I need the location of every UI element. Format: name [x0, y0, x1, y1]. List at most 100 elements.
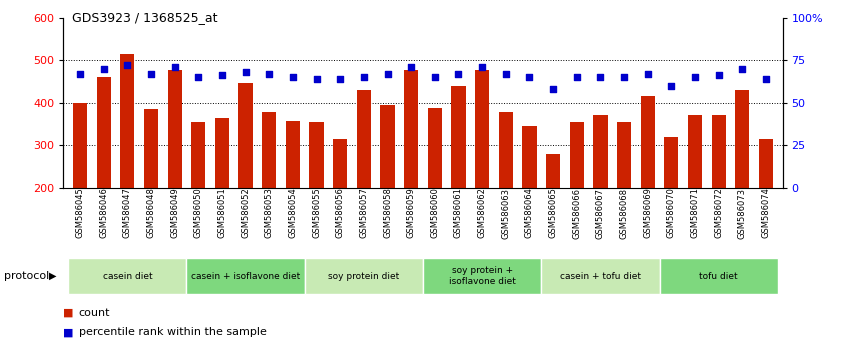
Text: GSM586059: GSM586059	[407, 188, 415, 238]
Point	[547, 86, 560, 92]
Text: GSM586061: GSM586061	[454, 188, 463, 239]
Bar	[522, 126, 536, 188]
Point	[74, 71, 87, 76]
Point	[357, 74, 371, 80]
Point	[712, 73, 726, 78]
Bar	[423, 258, 541, 294]
Text: casein diet: casein diet	[102, 272, 152, 281]
Text: GSM586045: GSM586045	[75, 188, 85, 238]
Bar	[428, 108, 442, 188]
Text: GDS3923 / 1368525_at: GDS3923 / 1368525_at	[72, 11, 217, 24]
Bar	[569, 122, 584, 188]
Text: GSM586060: GSM586060	[431, 188, 439, 239]
Text: GSM586055: GSM586055	[312, 188, 321, 238]
Bar	[475, 69, 489, 188]
Text: tofu diet: tofu diet	[700, 272, 738, 281]
Bar	[711, 115, 726, 188]
Bar	[239, 83, 253, 188]
Point	[499, 71, 513, 76]
Bar	[660, 258, 777, 294]
Point	[286, 74, 299, 80]
Point	[239, 69, 252, 75]
Point	[381, 71, 394, 76]
Bar	[381, 105, 394, 188]
Bar	[640, 96, 655, 188]
Point	[428, 74, 442, 80]
Bar	[215, 118, 229, 188]
Bar	[191, 122, 206, 188]
Point	[594, 74, 607, 80]
Bar	[305, 258, 423, 294]
Bar	[617, 122, 631, 188]
Bar	[73, 103, 87, 188]
Text: ■: ■	[63, 308, 74, 318]
Text: GSM586054: GSM586054	[288, 188, 298, 238]
Point	[689, 74, 702, 80]
Point	[168, 64, 181, 70]
Text: GSM586072: GSM586072	[714, 188, 723, 239]
Bar	[541, 258, 660, 294]
Point	[310, 76, 323, 82]
Text: GSM586065: GSM586065	[548, 188, 558, 239]
Text: GSM586067: GSM586067	[596, 188, 605, 239]
Text: GSM586051: GSM586051	[217, 188, 227, 238]
Text: GSM586066: GSM586066	[572, 188, 581, 239]
Bar	[593, 115, 607, 188]
Text: GSM586050: GSM586050	[194, 188, 203, 238]
Point	[735, 66, 749, 72]
Point	[97, 66, 111, 72]
Text: GSM586048: GSM586048	[146, 188, 156, 239]
Bar	[286, 121, 300, 188]
Bar	[664, 137, 678, 188]
Bar	[310, 122, 324, 188]
Bar	[96, 77, 111, 188]
Text: casein + tofu diet: casein + tofu diet	[560, 272, 641, 281]
Point	[452, 71, 465, 76]
Text: GSM586058: GSM586058	[383, 188, 392, 239]
Point	[262, 71, 276, 76]
Text: protocol: protocol	[4, 271, 49, 281]
Text: ▶: ▶	[49, 271, 57, 281]
Bar	[144, 109, 158, 188]
Point	[475, 64, 489, 70]
Text: percentile rank within the sample: percentile rank within the sample	[79, 327, 266, 337]
Bar	[404, 69, 418, 188]
Bar	[262, 112, 277, 188]
Point	[570, 74, 584, 80]
Point	[618, 74, 631, 80]
Text: casein + isoflavone diet: casein + isoflavone diet	[191, 272, 300, 281]
Text: GSM586063: GSM586063	[502, 188, 510, 239]
Text: count: count	[79, 308, 110, 318]
Text: GSM586070: GSM586070	[667, 188, 676, 239]
Text: GSM586046: GSM586046	[99, 188, 108, 239]
Point	[191, 74, 205, 80]
Text: GSM586056: GSM586056	[336, 188, 344, 239]
Bar	[69, 258, 186, 294]
Point	[215, 73, 228, 78]
Text: GSM586049: GSM586049	[170, 188, 179, 238]
Text: GSM586073: GSM586073	[738, 188, 747, 239]
Bar	[186, 258, 305, 294]
Text: soy protein diet: soy protein diet	[328, 272, 399, 281]
Bar	[498, 112, 513, 188]
Text: GSM586062: GSM586062	[478, 188, 486, 239]
Text: GSM586068: GSM586068	[619, 188, 629, 239]
Bar	[168, 69, 182, 188]
Bar	[333, 139, 348, 188]
Point	[641, 71, 655, 76]
Text: GSM586047: GSM586047	[123, 188, 132, 239]
Point	[523, 74, 536, 80]
Point	[120, 62, 134, 68]
Text: GSM586071: GSM586071	[690, 188, 700, 239]
Bar	[759, 139, 773, 188]
Point	[665, 83, 678, 88]
Point	[144, 71, 157, 76]
Point	[404, 64, 418, 70]
Text: GSM586069: GSM586069	[643, 188, 652, 239]
Text: GSM586064: GSM586064	[525, 188, 534, 239]
Text: GSM586074: GSM586074	[761, 188, 771, 239]
Text: GSM586053: GSM586053	[265, 188, 274, 239]
Bar	[120, 54, 135, 188]
Bar	[546, 154, 560, 188]
Text: ■: ■	[63, 327, 74, 337]
